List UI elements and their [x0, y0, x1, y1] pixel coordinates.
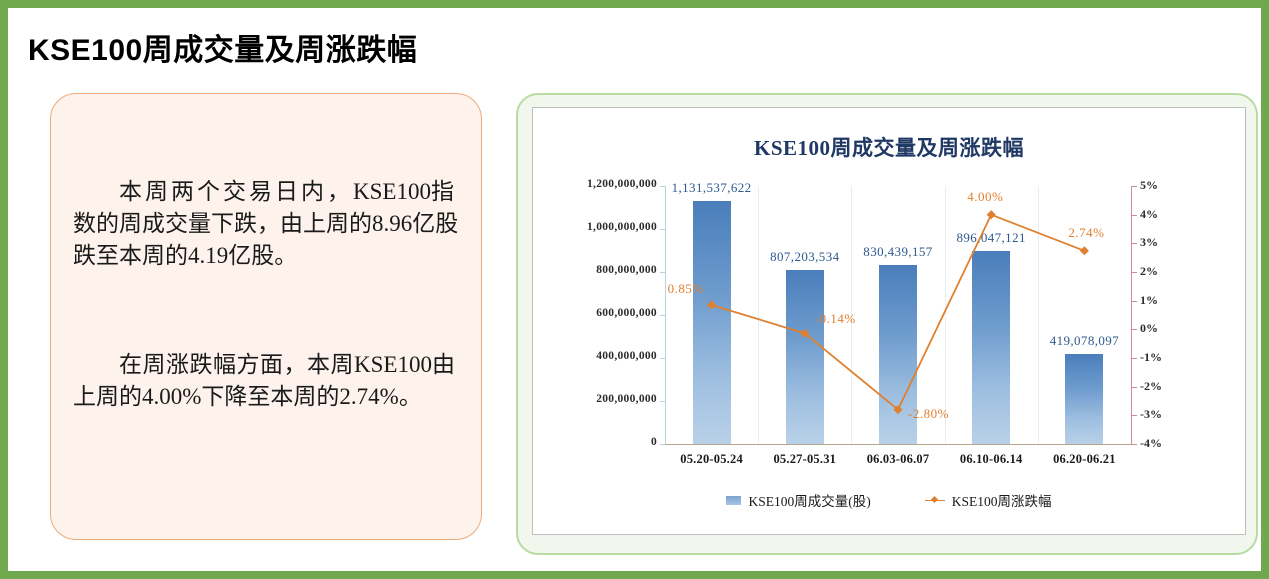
line-value-label: 2.74% [1068, 224, 1105, 240]
x-axis-tick-label: 06.20-06.21 [1053, 452, 1116, 466]
x-axis-tick-label: 05.20-05.24 [680, 452, 743, 466]
right-axis-tick-label: 2% [1140, 264, 1158, 278]
summary-paragraph-1: 本周两个交易日内，KSE100指数的周成交量下跌，由上周的8.96亿股跌至本周的… [73, 176, 463, 272]
bar[interactable] [785, 270, 824, 444]
line-marker[interactable] [707, 300, 717, 310]
left-axis-tick-label: 200,000,000 [596, 393, 657, 405]
chart-title: KSE100周成交量及周涨跌幅 [753, 136, 1025, 160]
paragraph-1-body: KSE100指数的周成交量下跌，由上周的8.96亿股跌至本周的4.19亿股。 [73, 179, 459, 268]
right-axis-tick [1132, 214, 1137, 216]
x-axis-tick-label: 05.27-05.31 [773, 452, 837, 466]
bar-value-label: 807,203,534 [770, 249, 840, 265]
line-marker[interactable] [1079, 246, 1089, 256]
chart-legend: KSE100周成交量(股) KSE100周涨跌幅 [533, 490, 1245, 510]
summary-paragraph-2: 在周涨跌幅方面，本周KSE100由上周的4.00%下降至本周的2.74%。 [73, 349, 463, 413]
left-axis-tick-label: 1,000,000,000 [586, 221, 657, 233]
left-axis-tick-label: 800,000,000 [596, 264, 657, 276]
line-value-label: -2.80% [908, 405, 949, 421]
legend-label-change: KSE100周涨跌幅 [951, 494, 1052, 509]
paragraph-1-lead: 本周两个交易日内， [119, 179, 353, 204]
line-value-label: 0.85% [667, 280, 704, 296]
right-axis-tick-label: 0% [1140, 321, 1158, 336]
left-axis-tick [660, 358, 665, 359]
x-axis-tick-label: 06.10-06.14 [959, 452, 1023, 466]
chart-card: KSE100周成交量及周涨跌幅 0 200,000,000 400,000,000 6… [532, 107, 1246, 535]
right-axis-tick [1132, 444, 1137, 445]
right-axis-tick [1132, 243, 1137, 245]
line-marker[interactable] [986, 210, 996, 220]
chart-panel: KSE100周成交量及周涨跌幅 0 200,000,000 400,000,000 6… [516, 93, 1258, 555]
x-axis-line [665, 444, 1132, 445]
left-axis-tick [660, 186, 665, 187]
right-axis-tick-label: -4% [1140, 436, 1162, 450]
category-separator [758, 186, 760, 444]
page-title: KSE100周成交量及周涨跌幅 [28, 34, 418, 67]
right-axis-tick [1132, 272, 1137, 273]
right-axis-tick-label: 3% [1140, 235, 1158, 250]
right-axis-tick-label: 1% [1140, 292, 1158, 307]
left-axis-tick-label: 0 [650, 436, 657, 448]
bar-value-label: 1,131,537,622 [671, 179, 752, 195]
x-axis-tick-label: 06.03-06.07 [866, 452, 930, 466]
category-separator [944, 186, 946, 444]
bar[interactable] [1065, 353, 1104, 444]
line-swatch-icon [924, 495, 945, 505]
right-axis-tick-label: -3% [1140, 407, 1162, 422]
bar[interactable] [879, 265, 917, 444]
right-axis-tick [1132, 386, 1137, 388]
legend-label-volume: KSE100周成交量(股) [748, 494, 871, 509]
right-axis-tick [1132, 415, 1137, 417]
paragraph-2-lead: 在周涨跌幅方面，本周 [119, 352, 354, 377]
right-axis-tick-label: -2% [1140, 378, 1162, 393]
left-axis-line [665, 186, 666, 444]
bar[interactable] [692, 200, 731, 444]
bar-swatch-icon [726, 495, 742, 505]
line-value-label: -0.14% [814, 311, 856, 327]
bar-value-label: 419,078,097 [1049, 332, 1120, 348]
right-axis-tick-label: 4% [1140, 206, 1158, 221]
right-axis-tick [1132, 300, 1137, 302]
left-axis-tick [660, 229, 665, 230]
category-separator [851, 186, 853, 444]
right-axis-tick-label: -1% [1140, 350, 1162, 364]
right-axis-tick [1132, 358, 1137, 359]
category-separator [1037, 186, 1039, 444]
left-axis-tick-label: 400,000,000 [596, 350, 657, 362]
legend-item-change[interactable]: KSE100周涨跌幅 [924, 490, 1052, 510]
left-axis-tick-label: 1,200,000,000 [586, 178, 657, 190]
left-axis-tick [660, 444, 665, 445]
left-axis-tick [660, 272, 665, 273]
left-axis-tick [660, 401, 665, 402]
left-axis-tick [660, 315, 665, 316]
bar-value-label: 830,439,157 [863, 244, 933, 260]
bar-value-label: 896,047,121 [956, 230, 1026, 246]
legend-item-volume[interactable]: KSE100周成交量(股) [726, 490, 871, 510]
right-axis-line [1131, 186, 1132, 444]
summary-text-panel: 本周两个交易日内，KSE100指数的周成交量下跌，由上周的8.96亿股跌至本周的… [50, 93, 482, 540]
line-value-label: 4.00% [967, 188, 1004, 204]
right-axis-tick [1132, 186, 1137, 187]
bar[interactable] [972, 251, 1011, 444]
left-axis-tick-label: 600,000,000 [596, 307, 657, 319]
paragraph-2-body: KSE100由上周的4.00%下降至本周的2.74%。 [73, 352, 455, 409]
right-axis-tick-label: 5% [1140, 178, 1158, 192]
line-series [707, 210, 1089, 415]
right-axis-tick [1132, 329, 1137, 331]
